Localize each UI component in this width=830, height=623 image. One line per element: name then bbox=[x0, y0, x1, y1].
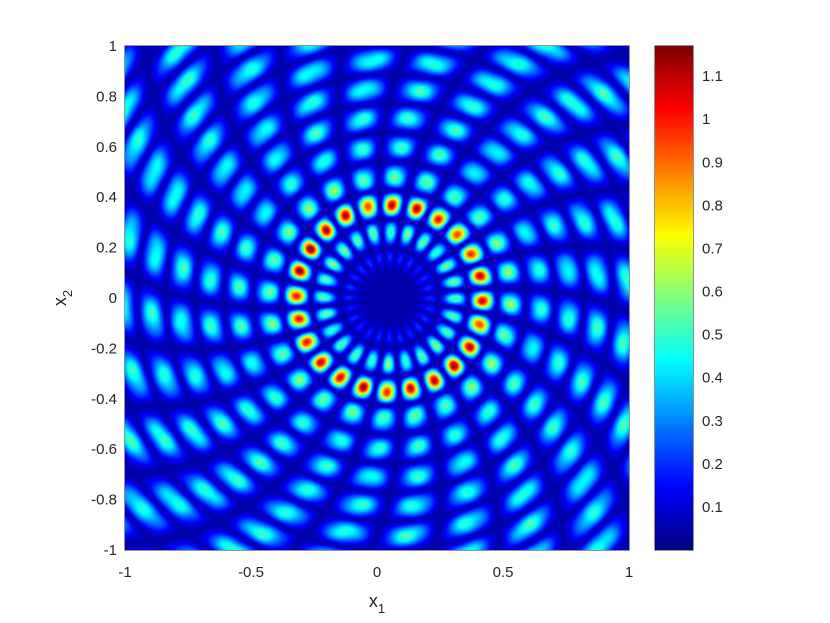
y-axis-ticks: -1 -0.8 -0.6 -0.4 -0.2 0 0.2 0.4 0.6 0.8 1 bbox=[91, 38, 629, 559]
colorbar-tick-label: 0.8 bbox=[702, 197, 723, 214]
colorbar-tick-label: 0.7 bbox=[702, 240, 723, 257]
colorbar-tick-label: 0.2 bbox=[702, 456, 723, 473]
x-tick-label: -1 bbox=[118, 564, 131, 581]
heatmap-image bbox=[125, 46, 629, 550]
y-axis-label: x2 bbox=[50, 290, 75, 306]
colorbar-tick-label: 0.3 bbox=[702, 413, 723, 430]
y-tick-label: 0.6 bbox=[96, 139, 117, 156]
x-tick-label: -0.5 bbox=[238, 564, 264, 581]
x-tick-label: 0.5 bbox=[493, 564, 514, 581]
y-tick-label: -1 bbox=[104, 542, 117, 559]
colorbar-tick-label: 0.6 bbox=[702, 284, 723, 301]
y-tick-label: -0.6 bbox=[91, 441, 117, 458]
y-tick-label: 0.8 bbox=[96, 88, 117, 105]
y-tick-label: -0.8 bbox=[91, 492, 117, 509]
x-axis-label: x1 bbox=[369, 591, 385, 616]
y-tick-label: 0.2 bbox=[96, 240, 117, 257]
colorbar-tick-label: 0.5 bbox=[702, 327, 723, 344]
x-tick-label: 0 bbox=[373, 564, 381, 581]
colorbar-ticks: 0.1 0.2 0.3 0.4 0.5 0.6 0.7 0.8 0.9 1 1.1 bbox=[689, 68, 723, 516]
y-tick-label: -0.2 bbox=[91, 340, 117, 357]
y-tick-label: 0 bbox=[109, 290, 117, 307]
colorbar-tick-label: 0.4 bbox=[702, 370, 723, 387]
colorbar-tick-label: 1.1 bbox=[702, 68, 723, 85]
colorbar-tick-label: 0.9 bbox=[702, 154, 723, 171]
colorbar-tick-label: 0.1 bbox=[702, 499, 723, 516]
y-tick-label: -0.4 bbox=[91, 391, 117, 408]
y-tick-label: 0.4 bbox=[96, 189, 117, 206]
colorbar-tick-label: 1 bbox=[702, 111, 710, 128]
y-tick-label: 1 bbox=[109, 38, 117, 55]
colorbar-gradient bbox=[655, 46, 693, 550]
x-tick-label: 1 bbox=[625, 564, 633, 581]
